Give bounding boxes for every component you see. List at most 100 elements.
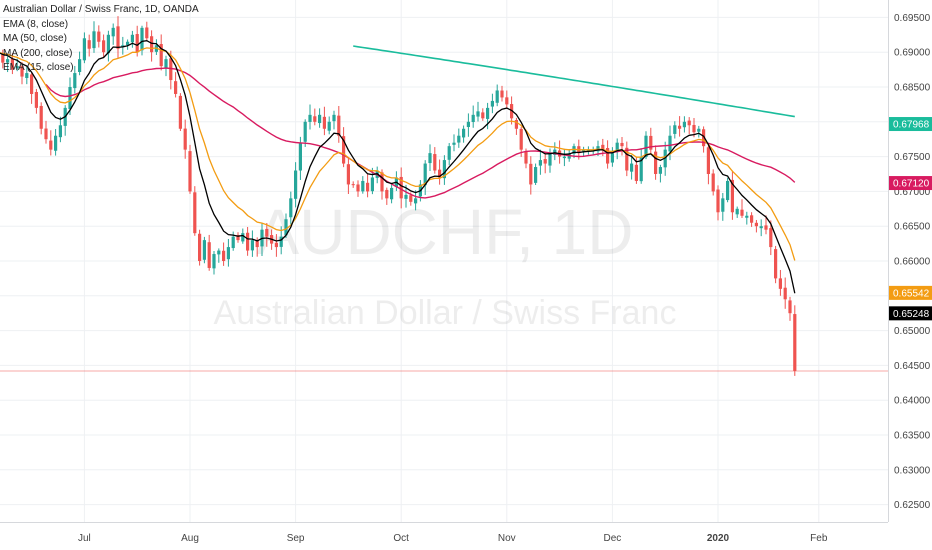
candle-body (730, 179, 734, 213)
candle-body (586, 149, 590, 152)
candle-body (6, 59, 10, 63)
candle-body (102, 40, 106, 53)
candle-body (298, 142, 302, 171)
candle-body (457, 135, 461, 143)
ma50-line (45, 67, 796, 199)
candle-body (462, 128, 466, 138)
candle-body (92, 31, 96, 49)
candle-body (466, 121, 470, 127)
candle-body (778, 278, 782, 289)
candle-body (346, 164, 350, 185)
candle-body (442, 160, 446, 179)
candle-body (231, 236, 235, 249)
candle-body (404, 194, 408, 199)
candle-body (486, 107, 490, 119)
candle-body (222, 250, 226, 261)
candle-body (495, 90, 499, 103)
x-tick-label: Dec (604, 533, 622, 544)
y-tick-label: 0.68500 (894, 83, 931, 94)
candle-body (726, 180, 730, 201)
candle-body (721, 198, 725, 212)
symbol-watermark: AUDCHF, 1D Australian Dollar / Swiss Fra… (214, 196, 677, 332)
candle-body (438, 169, 442, 178)
candle-body (601, 144, 605, 150)
legend-ema15[interactable]: EMA (15, close) (3, 62, 74, 73)
candle-body (308, 114, 312, 122)
candle-body (207, 242, 211, 268)
candle-body (687, 120, 691, 126)
ema15-line (0, 47, 796, 261)
candle-body (217, 250, 221, 255)
candle-body (1, 53, 5, 63)
candle-body (97, 31, 101, 42)
legend-ma50[interactable]: MA (50, close) (3, 33, 67, 44)
price-label-text: 0.65542 (893, 288, 930, 299)
candle-body (111, 27, 115, 37)
legend-title: Australian Dollar / Swiss Franc, 1D, OAN… (3, 4, 199, 15)
candle-body (793, 314, 797, 371)
candle-body (82, 38, 86, 61)
chart-legend: Australian Dollar / Swiss Franc, 1D, OAN… (3, 3, 199, 76)
candle-body (159, 44, 163, 67)
candle-body (615, 142, 619, 152)
legend-ema8[interactable]: EMA (8, close) (3, 18, 69, 30)
candle-body (610, 153, 614, 163)
candle-body (514, 120, 518, 129)
candle-body (366, 182, 370, 192)
candle-body (519, 128, 523, 150)
candle-body (788, 300, 792, 314)
candle-body (116, 26, 120, 49)
candle-body (639, 156, 643, 182)
candle-body (241, 233, 245, 242)
candle-body (668, 135, 672, 152)
candle-body (759, 226, 763, 229)
candle-body (711, 173, 715, 192)
candle-body (332, 114, 336, 122)
candle-body (34, 91, 38, 108)
candle-body (44, 128, 48, 140)
candle-body (212, 254, 216, 269)
candle-body (745, 215, 749, 218)
candle-body (658, 167, 662, 174)
candle-body (452, 142, 456, 145)
candlestick-series (1, 16, 797, 376)
candle-body (471, 114, 475, 123)
candle-body (678, 125, 682, 129)
price-label-text: 0.67120 (893, 179, 930, 190)
candle-body (25, 73, 29, 78)
x-tick-label: Feb (810, 533, 828, 544)
x-tick-label: 2020 (707, 533, 730, 544)
price-label-text: 0.65248 (893, 309, 930, 320)
candle-body (342, 136, 346, 164)
candle-body (121, 45, 125, 48)
candle-body (30, 74, 34, 94)
candle-body (15, 66, 19, 69)
price-label-ema8 (889, 306, 932, 321)
y-tick-label: 0.69000 (894, 48, 931, 59)
candle-body (534, 167, 538, 183)
candle-body (476, 111, 480, 117)
price-label-ma50 (889, 176, 932, 191)
x-tick-label: Sep (287, 533, 305, 544)
candle-body (644, 135, 648, 158)
y-tick-label: 0.67000 (894, 187, 931, 198)
candle-body (49, 140, 53, 150)
legend-ma200[interactable]: MA (200, close) (3, 47, 73, 59)
candle-body (255, 240, 259, 248)
x-tick-label: Nov (498, 533, 516, 544)
candle-body (198, 233, 202, 261)
candle-body (327, 121, 331, 131)
candle-body (193, 192, 197, 234)
candle-body (414, 198, 418, 204)
candle-body (447, 146, 451, 160)
candle-body (682, 121, 686, 128)
candle-body (481, 112, 485, 119)
y-tick-label: 0.65000 (894, 326, 931, 337)
candle-body (58, 125, 62, 138)
price-axis[interactable]: 0.695000.690000.685000.680000.675000.670… (894, 13, 931, 511)
time-axis[interactable]: Jul Aug Sep Oct Nov Dec 2020 Feb (78, 533, 828, 544)
price-label-ma200 (889, 117, 932, 132)
candle-body (337, 115, 341, 136)
indicator-lines (0, 40, 796, 294)
